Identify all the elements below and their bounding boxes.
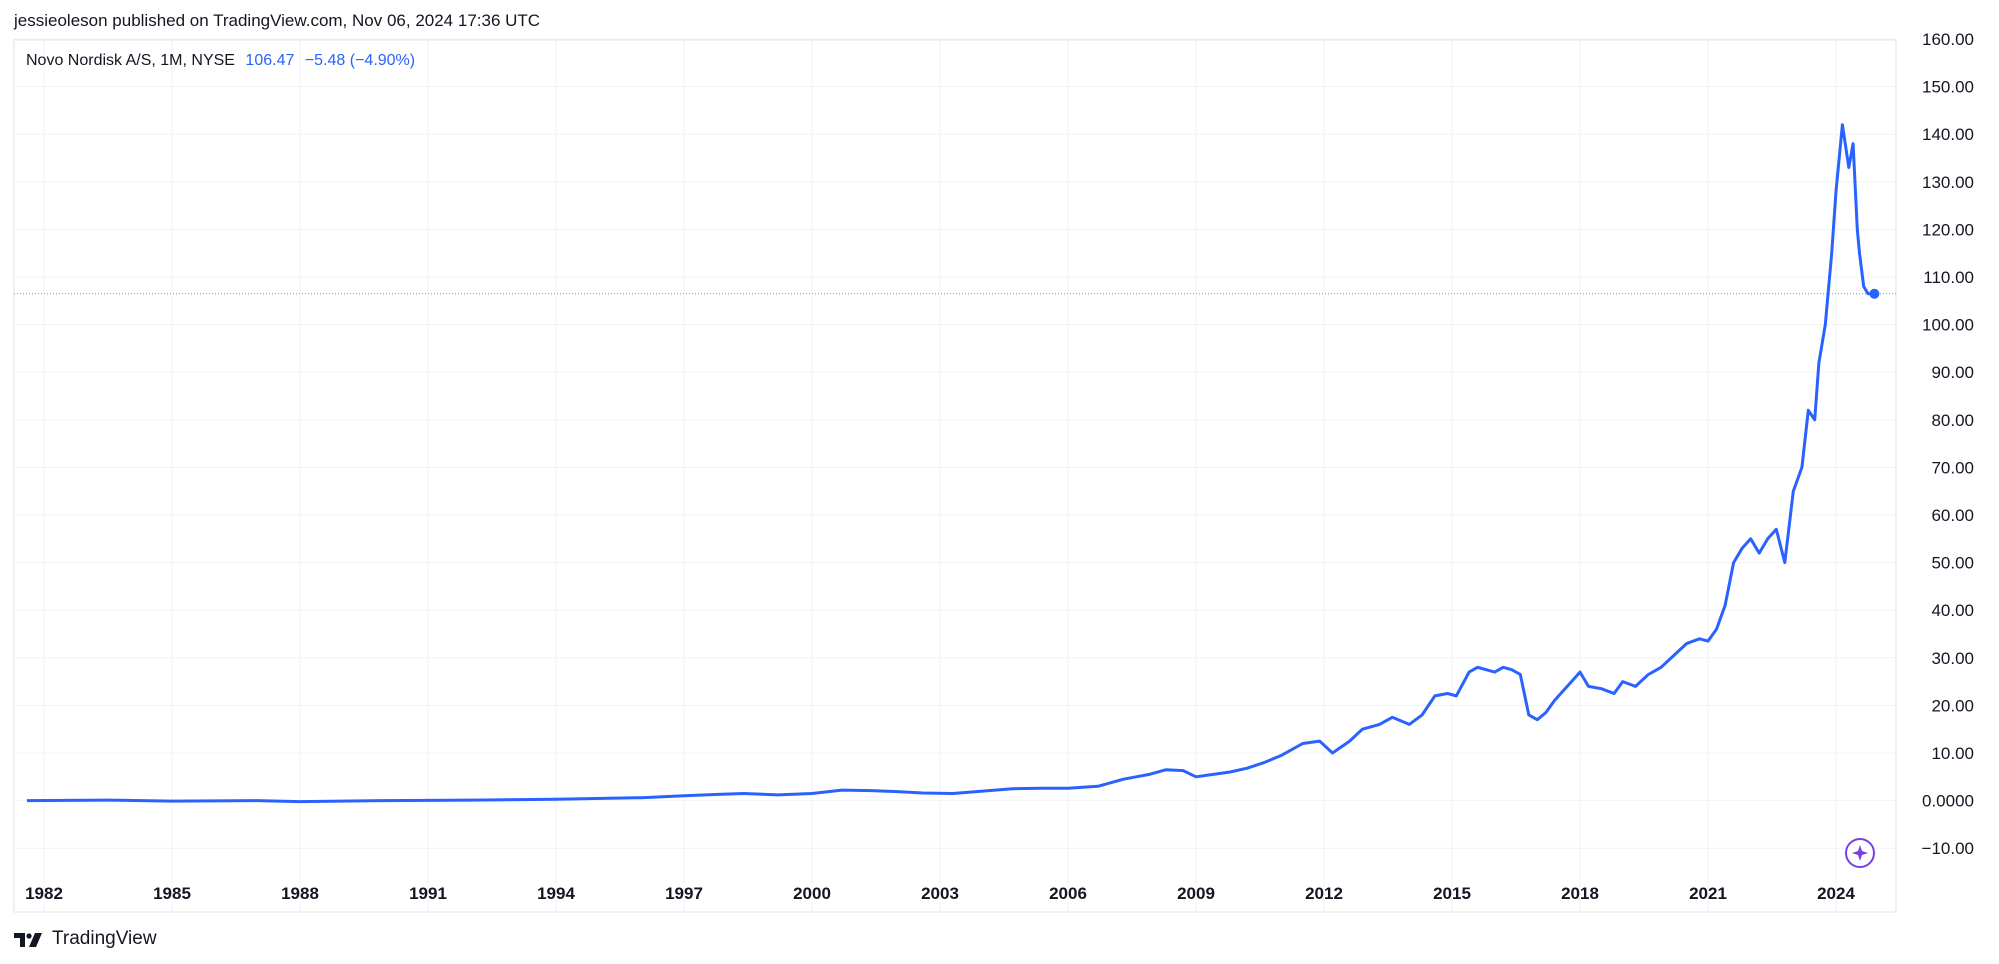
y-tick-label: 100.00 xyxy=(1922,316,1974,335)
x-tick-label: 2018 xyxy=(1561,884,1599,903)
x-tick-label: 2024 xyxy=(1817,884,1855,903)
x-tick-label: 1997 xyxy=(665,884,703,903)
y-tick-label: 140.00 xyxy=(1922,125,1974,144)
y-tick-label: 90.00 xyxy=(1931,363,1974,382)
y-tick-label: 0.0000 xyxy=(1922,792,1974,811)
x-tick-label: 1985 xyxy=(153,884,191,903)
x-axis-ticks: 1982 1985 1988 1991 1994 1997 2000 2003 2006 2009… xyxy=(25,884,1855,903)
x-tick-label: 1982 xyxy=(25,884,63,903)
y-tick-label: 30.00 xyxy=(1931,649,1974,668)
x-tick-label: 2009 xyxy=(1177,884,1215,903)
last-price-dot xyxy=(1869,288,1880,299)
y-tick-label: 60.00 xyxy=(1931,506,1974,525)
price-series-line xyxy=(26,123,1875,804)
tradingview-logo-icon xyxy=(14,933,42,947)
brand-label: TradingView xyxy=(52,928,157,949)
legend-change: −5.48 (−4.90%) xyxy=(304,52,416,69)
footer-brand[interactable]: TradingView xyxy=(14,926,157,952)
x-tick-label: 2015 xyxy=(1433,884,1471,903)
y-tick-label: 80.00 xyxy=(1931,411,1974,430)
y-tick-label: 20.00 xyxy=(1931,696,1974,715)
chart-grid xyxy=(14,38,1896,912)
y-tick-label: 70.00 xyxy=(1931,458,1974,477)
y-tick-label: 150.00 xyxy=(1922,78,1974,97)
y-axis-ticks: 160.00 150.00 140.00 130.00 120.00 110.00 100.… xyxy=(1922,30,1974,858)
y-tick-label: −10.00 xyxy=(1922,839,1974,858)
y-tick-label: 10.00 xyxy=(1931,744,1974,763)
plot-border xyxy=(13,39,1897,913)
legend-symbol: Novo Nordisk A/S, 1M, NYSE xyxy=(26,52,235,69)
y-tick-label: 110.00 xyxy=(1923,268,1974,287)
legend-last-price: 106.47 xyxy=(245,52,295,69)
x-tick-label: 2012 xyxy=(1305,884,1343,903)
y-tick-label: 50.00 xyxy=(1931,554,1974,573)
y-tick-label: 130.00 xyxy=(1922,173,1974,192)
x-tick-label: 2006 xyxy=(1049,884,1087,903)
x-tick-label: 2021 xyxy=(1689,884,1727,903)
assistant-sparkle-icon[interactable] xyxy=(1845,838,1875,868)
chart-legend: Novo Nordisk A/S, 1M, NYSE 106.47 −5.48 … xyxy=(26,52,415,70)
y-tick-label: 160.00 xyxy=(1922,30,1974,49)
y-tick-label: 120.00 xyxy=(1922,220,1974,239)
y-tick-label: 40.00 xyxy=(1931,601,1974,620)
publisher-header: jessieoleson published on TradingView.co… xyxy=(14,11,541,30)
x-tick-label: 2003 xyxy=(921,884,959,903)
x-tick-label: 2000 xyxy=(793,884,831,903)
x-tick-label: 1994 xyxy=(537,884,575,903)
x-tick-label: 1991 xyxy=(409,884,447,903)
x-tick-label: 1988 xyxy=(281,884,319,903)
